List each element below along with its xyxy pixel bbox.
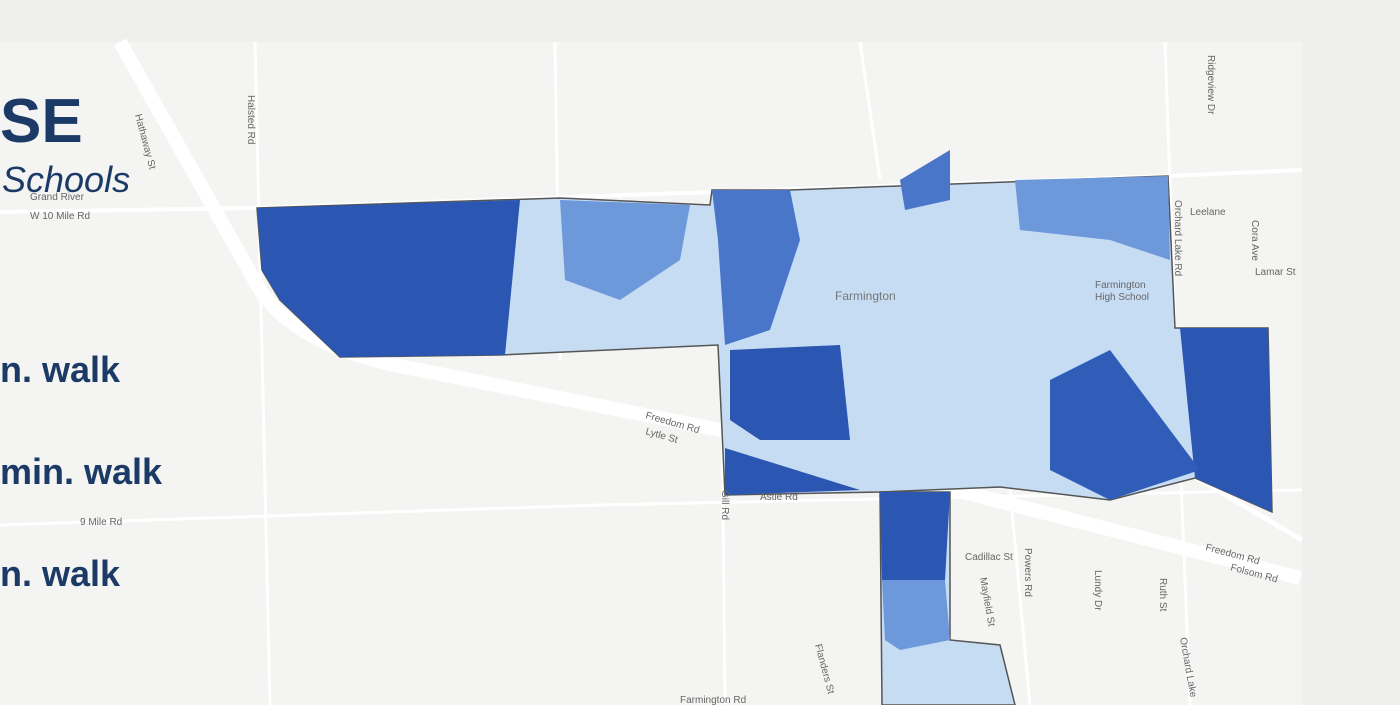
road-label: Gill Rd — [719, 490, 730, 520]
road-label: W 10 Mile Rd — [30, 211, 90, 222]
street — [858, 41, 882, 181]
halsted-road — [253, 41, 272, 705]
road-label: Lamar St — [1255, 267, 1296, 278]
zone-near — [257, 200, 520, 357]
subtitle: Schools — [2, 159, 130, 200]
road-label: Grand River — [30, 192, 85, 203]
place-label: Farmington — [1095, 280, 1146, 291]
road-label: Cora Ave — [1249, 220, 1260, 261]
road-label: Ridgeview Dr — [1205, 55, 1216, 115]
road-label: Leelane — [1190, 207, 1226, 218]
road-label: Halsted Rd — [245, 95, 256, 144]
place-label: Farmington — [835, 289, 896, 303]
legend-item: n. walk — [0, 553, 121, 594]
zone-near — [1050, 350, 1200, 500]
road-label: Astle Rd — [760, 492, 798, 503]
zone-mid — [1015, 176, 1170, 260]
place-label: High School — [1095, 292, 1149, 303]
zone-mid — [900, 150, 950, 210]
title: SE — [0, 87, 83, 156]
zone-near — [725, 448, 860, 495]
district — [256, 150, 1273, 705]
zone-mid — [712, 190, 800, 345]
zone-mid — [882, 580, 950, 650]
road-label: 9 Mile Rd — [80, 517, 122, 528]
zone-mid — [560, 200, 690, 300]
zone-near — [880, 492, 950, 580]
road-label: Lundy Dr — [1092, 570, 1103, 611]
road-label: Powers Rd — [1022, 548, 1033, 597]
road-label: Cadillac St — [965, 552, 1013, 563]
road-label: Farmington Rd — [680, 695, 746, 705]
legend-item: n. walk — [0, 349, 121, 390]
road-label: Ruth St — [1157, 578, 1168, 612]
road-label: Orchard Lake Rd — [1172, 200, 1183, 276]
street — [1008, 489, 1032, 705]
zone-near — [1180, 328, 1272, 512]
zone-near — [730, 345, 850, 440]
legend-item: min. walk — [0, 451, 163, 492]
